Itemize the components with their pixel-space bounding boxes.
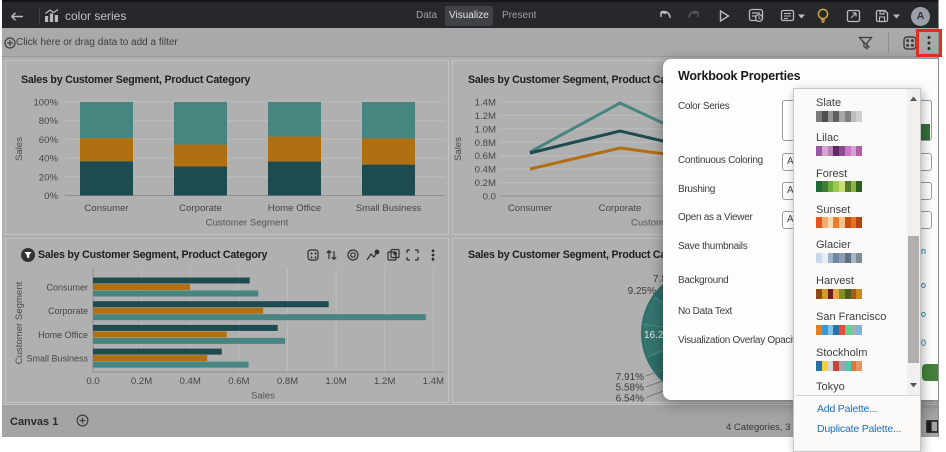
svg-text:1.4M: 1.4M bbox=[475, 98, 496, 109]
svg-text:Sales: Sales bbox=[251, 391, 275, 402]
svg-text:0.6M: 0.6M bbox=[228, 376, 249, 387]
svg-text:Small Business: Small Business bbox=[356, 203, 422, 214]
svg-text:0.8M: 0.8M bbox=[475, 138, 496, 149]
svg-text:1.0M: 1.0M bbox=[475, 124, 496, 135]
svg-text:0.4M: 0.4M bbox=[180, 376, 201, 387]
svg-text:Corporate: Corporate bbox=[48, 306, 88, 316]
svg-text:Corporate: Corporate bbox=[179, 203, 222, 214]
svg-text:Corporate: Corporate bbox=[599, 203, 642, 214]
svg-text:1.0M: 1.0M bbox=[325, 376, 346, 387]
svg-text:6.54%: 6.54% bbox=[616, 394, 644, 405]
svg-text:Sales: Sales bbox=[453, 137, 464, 161]
svg-text:5.58%: 5.58% bbox=[616, 383, 644, 394]
svg-text:0%: 0% bbox=[44, 191, 58, 202]
svg-text:9.25%: 9.25% bbox=[628, 286, 656, 297]
svg-text:60%: 60% bbox=[39, 135, 59, 146]
svg-text:Consumer: Consumer bbox=[508, 203, 553, 214]
svg-text:0.2M: 0.2M bbox=[131, 376, 152, 387]
svg-text:Home Office: Home Office bbox=[268, 203, 321, 214]
svg-text:Home Office: Home Office bbox=[38, 330, 88, 340]
svg-text:80%: 80% bbox=[39, 116, 59, 127]
svg-text:20%: 20% bbox=[39, 172, 59, 183]
svg-text:0.0: 0.0 bbox=[483, 192, 496, 203]
svg-text:1.2M: 1.2M bbox=[374, 376, 395, 387]
svg-text:Consumer: Consumer bbox=[84, 203, 129, 214]
svg-text:0.2M: 0.2M bbox=[475, 178, 496, 189]
svg-text:16.23%: 16.23% bbox=[644, 330, 678, 341]
svg-text:7.91%: 7.91% bbox=[616, 372, 644, 383]
svg-text:0.6M: 0.6M bbox=[475, 151, 496, 162]
svg-text:1.2M: 1.2M bbox=[475, 111, 496, 122]
svg-text:0.0: 0.0 bbox=[86, 376, 99, 387]
svg-text:1.4M: 1.4M bbox=[423, 376, 444, 387]
svg-text:0.4M: 0.4M bbox=[475, 165, 496, 176]
svg-text:100%: 100% bbox=[33, 98, 58, 109]
svg-text:0.8M: 0.8M bbox=[277, 376, 298, 387]
svg-text:Consumer: Consumer bbox=[46, 283, 88, 293]
svg-text:Customer Segment: Customer Segment bbox=[14, 281, 25, 364]
svg-text:Small Business: Small Business bbox=[26, 354, 88, 364]
svg-text:Sales: Sales bbox=[14, 137, 25, 161]
svg-text:40%: 40% bbox=[39, 154, 59, 165]
svg-text:Customer Segment: Customer Segment bbox=[206, 218, 289, 229]
